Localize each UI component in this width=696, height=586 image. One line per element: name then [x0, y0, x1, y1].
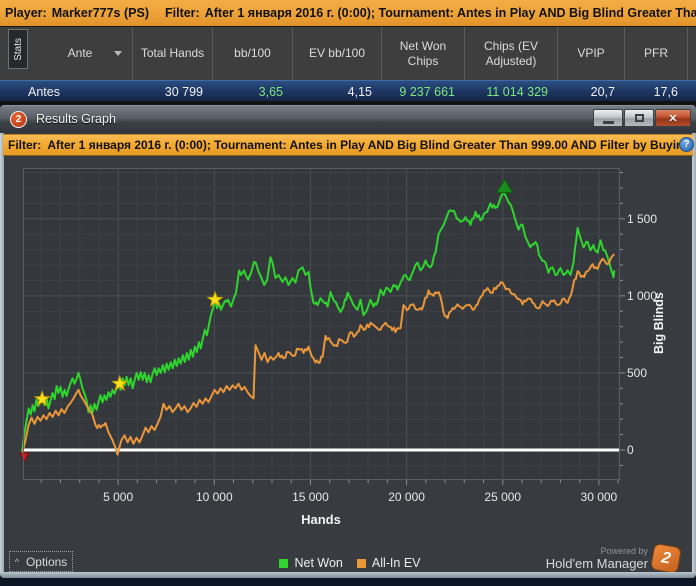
peak-marker-icon	[495, 178, 514, 194]
column-header-label: Ante	[67, 46, 93, 61]
brand-label: Hold'em Manager	[545, 556, 648, 571]
row-value: 17,6	[653, 84, 678, 99]
row-value: 4,15	[347, 84, 372, 99]
desktop-background-strip	[0, 578, 696, 586]
powered-by-label: Powered by	[600, 546, 648, 556]
column-header-net-won-chips[interactable]: Net Won Chips	[382, 27, 465, 80]
close-button[interactable]: ✕	[655, 109, 691, 127]
x-tick-label: 25 000	[484, 490, 522, 504]
window-frame-left	[0, 133, 4, 574]
hm2-app-icon-text: 2	[15, 114, 22, 125]
column-header-ante[interactable]: Ante	[28, 27, 133, 80]
ante-dropdown-icon[interactable]	[114, 51, 122, 56]
column-header-label: Chips (EV Adjusted)	[483, 39, 539, 68]
player-filter-bar: Player: Marker777s (PS) Filter: After 1 …	[0, 0, 696, 27]
holdem-manager-logo-text: 2	[660, 548, 672, 568]
y-tick-label: 500	[627, 365, 648, 380]
graph-filter-label: Filter:	[8, 138, 42, 152]
graph-filter-text: After 1 января 2016 г. (0:00); Tournamen…	[47, 138, 693, 152]
series-line-all-in-ev	[21, 253, 615, 456]
minimize-icon	[602, 120, 614, 124]
row-label-antes: Antes	[28, 84, 60, 99]
star-marker-icon	[206, 290, 224, 308]
results-graph-titlebar[interactable]: 2 Results Graph ✕	[0, 105, 696, 133]
hm2-app-icon: 2	[10, 111, 27, 128]
column-header-total-hands[interactable]: Total Hands	[133, 27, 213, 80]
x-tick-label: 20 000	[388, 490, 425, 504]
holdem-manager-logo-icon: 2	[649, 542, 683, 575]
options-button[interactable]: ^ Options	[9, 551, 73, 572]
column-header-chips-ev-adjusted-[interactable]: Chips (EV Adjusted)	[465, 27, 558, 80]
column-header-label: Net Won Chips	[399, 39, 447, 68]
start-marker-icon	[18, 452, 30, 464]
player-label: Player:	[5, 6, 47, 20]
player-value: Marker777s (PS)	[51, 6, 149, 20]
x-axis-title: Hands	[301, 512, 341, 527]
legend-item-all-in-ev: All-In EV	[356, 556, 421, 570]
window-title: Results Graph	[36, 112, 116, 126]
filter-label: Filter:	[164, 6, 200, 20]
star-marker-icon	[111, 374, 129, 392]
column-header-bb-100[interactable]: bb/100	[213, 27, 293, 80]
window-frame-right	[692, 133, 696, 574]
graph-filter-bar: Filter: After 1 января 2016 г. (0:00); T…	[3, 134, 693, 156]
star-marker-icon	[33, 390, 51, 407]
row-value: 9 237 661	[399, 84, 455, 99]
column-header-label: Total Hands	[140, 46, 205, 61]
options-button-label: Options	[25, 554, 68, 569]
x-tick-label: 15 000	[292, 490, 329, 504]
results-graph-plot	[18, 168, 625, 485]
tab-stats[interactable]: Stats	[8, 29, 28, 69]
column-header-label: PFR	[644, 46, 668, 61]
row-value: 3,65	[258, 84, 283, 99]
table-row-antes[interactable]: Antes 30 799 3,65 4,15 9 237 661 11 014 329 20…	[0, 80, 696, 101]
column-header-pfr[interactable]: PFR	[625, 27, 688, 80]
y-tick-label: 0	[627, 443, 634, 457]
row-value: 11 014 329	[486, 84, 548, 99]
filter-value: After 1 января 2016 г. (0:00); Tournamen…	[204, 6, 696, 20]
y-axis-title: Big Blinds	[652, 292, 666, 354]
legend-item-net-won: Net Won	[279, 556, 343, 570]
minimize-button[interactable]	[593, 109, 623, 127]
help-icon-text: ?	[683, 139, 690, 150]
close-icon: ✕	[668, 112, 678, 125]
window-controls: ✕	[592, 109, 691, 127]
x-tick-label: 10 000	[195, 490, 233, 504]
x-tick-label: 30 000	[580, 490, 618, 504]
column-header-label: bb/100	[234, 46, 271, 61]
maximize-button[interactable]	[624, 109, 654, 127]
help-icon[interactable]: ?	[679, 137, 694, 152]
stats-table-header: Ante Total Hands bb/100 EV bb/100 Net Won Ch…	[0, 27, 696, 80]
y-tick-label: 1 000	[627, 288, 658, 303]
legend-swatch-icon	[356, 558, 366, 568]
legend-label: All-In EV	[371, 556, 421, 570]
maximize-icon	[634, 114, 644, 122]
caret-up-icon: ^	[14, 556, 19, 567]
legend-label: Net Won	[294, 556, 343, 570]
stats-tab-label: Stats	[12, 37, 24, 61]
y-tick-label: 1 500	[627, 211, 658, 226]
row-value: 30 799	[164, 84, 203, 99]
column-header-vpip[interactable]: VPIP	[558, 27, 625, 80]
x-tick-label: 5 000	[103, 490, 134, 504]
column-header-label: VPIP	[577, 46, 605, 61]
legend-swatch-icon	[279, 558, 289, 568]
row-value: 20,7	[590, 84, 615, 99]
window-frame-bottom	[0, 572, 696, 578]
column-header-ev-bb-100[interactable]: EV bb/100	[293, 27, 382, 80]
chart-legend: Net Won All-In EV	[240, 556, 460, 570]
column-header-label: EV bb/100	[308, 46, 366, 61]
